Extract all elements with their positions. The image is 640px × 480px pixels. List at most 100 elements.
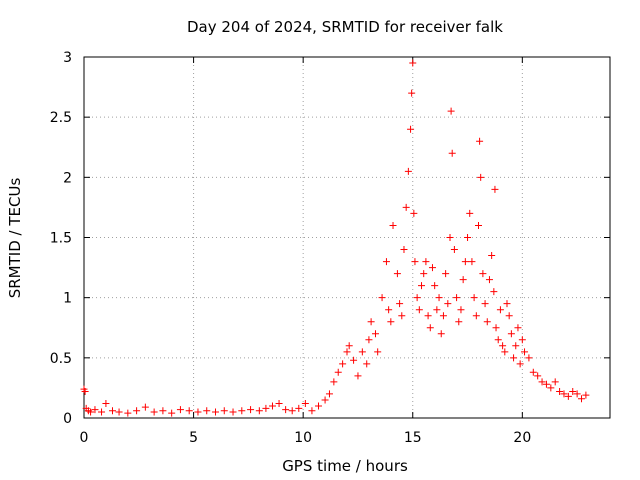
data-point [262,404,270,412]
data-point [496,306,504,314]
y-tick-label: 1.5 [50,231,72,247]
data-point [534,372,542,380]
data-point [102,400,110,408]
data-point [295,404,303,412]
data-point [339,360,347,368]
data-point [176,406,184,414]
data-point [354,372,362,380]
y-tick-label: 3 [63,50,72,66]
data-point [503,300,511,308]
data-point [578,395,586,403]
data-point [479,270,487,278]
data-point [212,408,219,416]
data-point [141,403,149,411]
data-point [229,408,237,416]
data-point [159,407,167,415]
data-point [415,306,423,314]
data-point [150,408,158,416]
data-point [334,368,342,376]
data-point [220,407,228,415]
data-point [371,330,379,338]
y-tick-label: 1 [63,291,72,307]
grid-lines [84,57,610,418]
data-point [505,312,513,320]
data-point [402,203,410,211]
x-tick-label: 5 [189,430,198,446]
data-point [374,348,382,356]
data-point [453,294,461,302]
x-axis-ticks: 0 5 10 15 20 [80,57,531,446]
data-point [308,407,316,415]
data-point [203,407,211,415]
data-point [510,354,518,362]
data-point [382,258,390,266]
data-point [87,408,95,416]
data-point [185,407,193,415]
data-point [288,407,296,415]
data-point [431,282,439,290]
data-point [433,306,441,314]
data-point [426,324,434,332]
plot-frame [83,56,611,419]
data-point [459,276,467,284]
data-point [564,392,572,400]
x-tick-label: 10 [294,430,312,446]
data-points [80,59,590,417]
data-point [437,330,445,338]
data-point [475,221,482,229]
data-point [457,306,465,314]
data-point [404,167,412,175]
data-point [483,318,491,326]
x-axis-label: GPS time / hours [282,457,408,475]
data-point [133,407,141,415]
data-point [488,252,496,260]
data-point [516,360,524,368]
data-point [551,378,559,386]
data-point [491,185,499,193]
data-point [400,246,408,254]
data-point [422,258,430,266]
data-point [468,258,476,266]
data-point [247,406,255,414]
x-tick-label: 15 [404,430,422,446]
data-point [115,408,123,416]
x-tick-label: 0 [80,430,89,446]
data-point [330,378,338,386]
data-point [363,360,371,368]
data-point [521,348,529,356]
data-point [393,270,401,278]
data-point [345,342,353,350]
data-point [481,300,489,308]
data-point [424,312,432,320]
x-tick-label: 20 [513,430,531,446]
data-point [439,312,447,320]
data-point [494,336,502,344]
data-point [525,354,533,362]
data-point [518,336,526,344]
data-point [514,324,522,332]
data-point [477,173,485,181]
data-point [556,388,564,396]
data-point [358,348,366,356]
data-point [98,408,106,416]
y-axis-label: SRMTID / TECUs [6,178,24,299]
data-point [512,342,520,350]
data-point [470,294,478,302]
data-point [573,390,581,398]
data-point [410,209,418,217]
data-point [81,388,89,396]
data-point [428,264,436,272]
data-point [485,276,493,284]
data-point [343,348,351,356]
data-point [476,137,484,145]
data-point [455,318,463,326]
data-point [499,342,507,350]
y-axis-ticks: 0 0.5 1 1.5 2 2.5 3 [50,50,610,427]
data-point [450,246,458,254]
data-point [396,300,404,308]
y-tick-label: 0 [63,411,72,427]
data-point [408,89,416,97]
data-point [268,402,276,410]
data-point [407,125,415,133]
